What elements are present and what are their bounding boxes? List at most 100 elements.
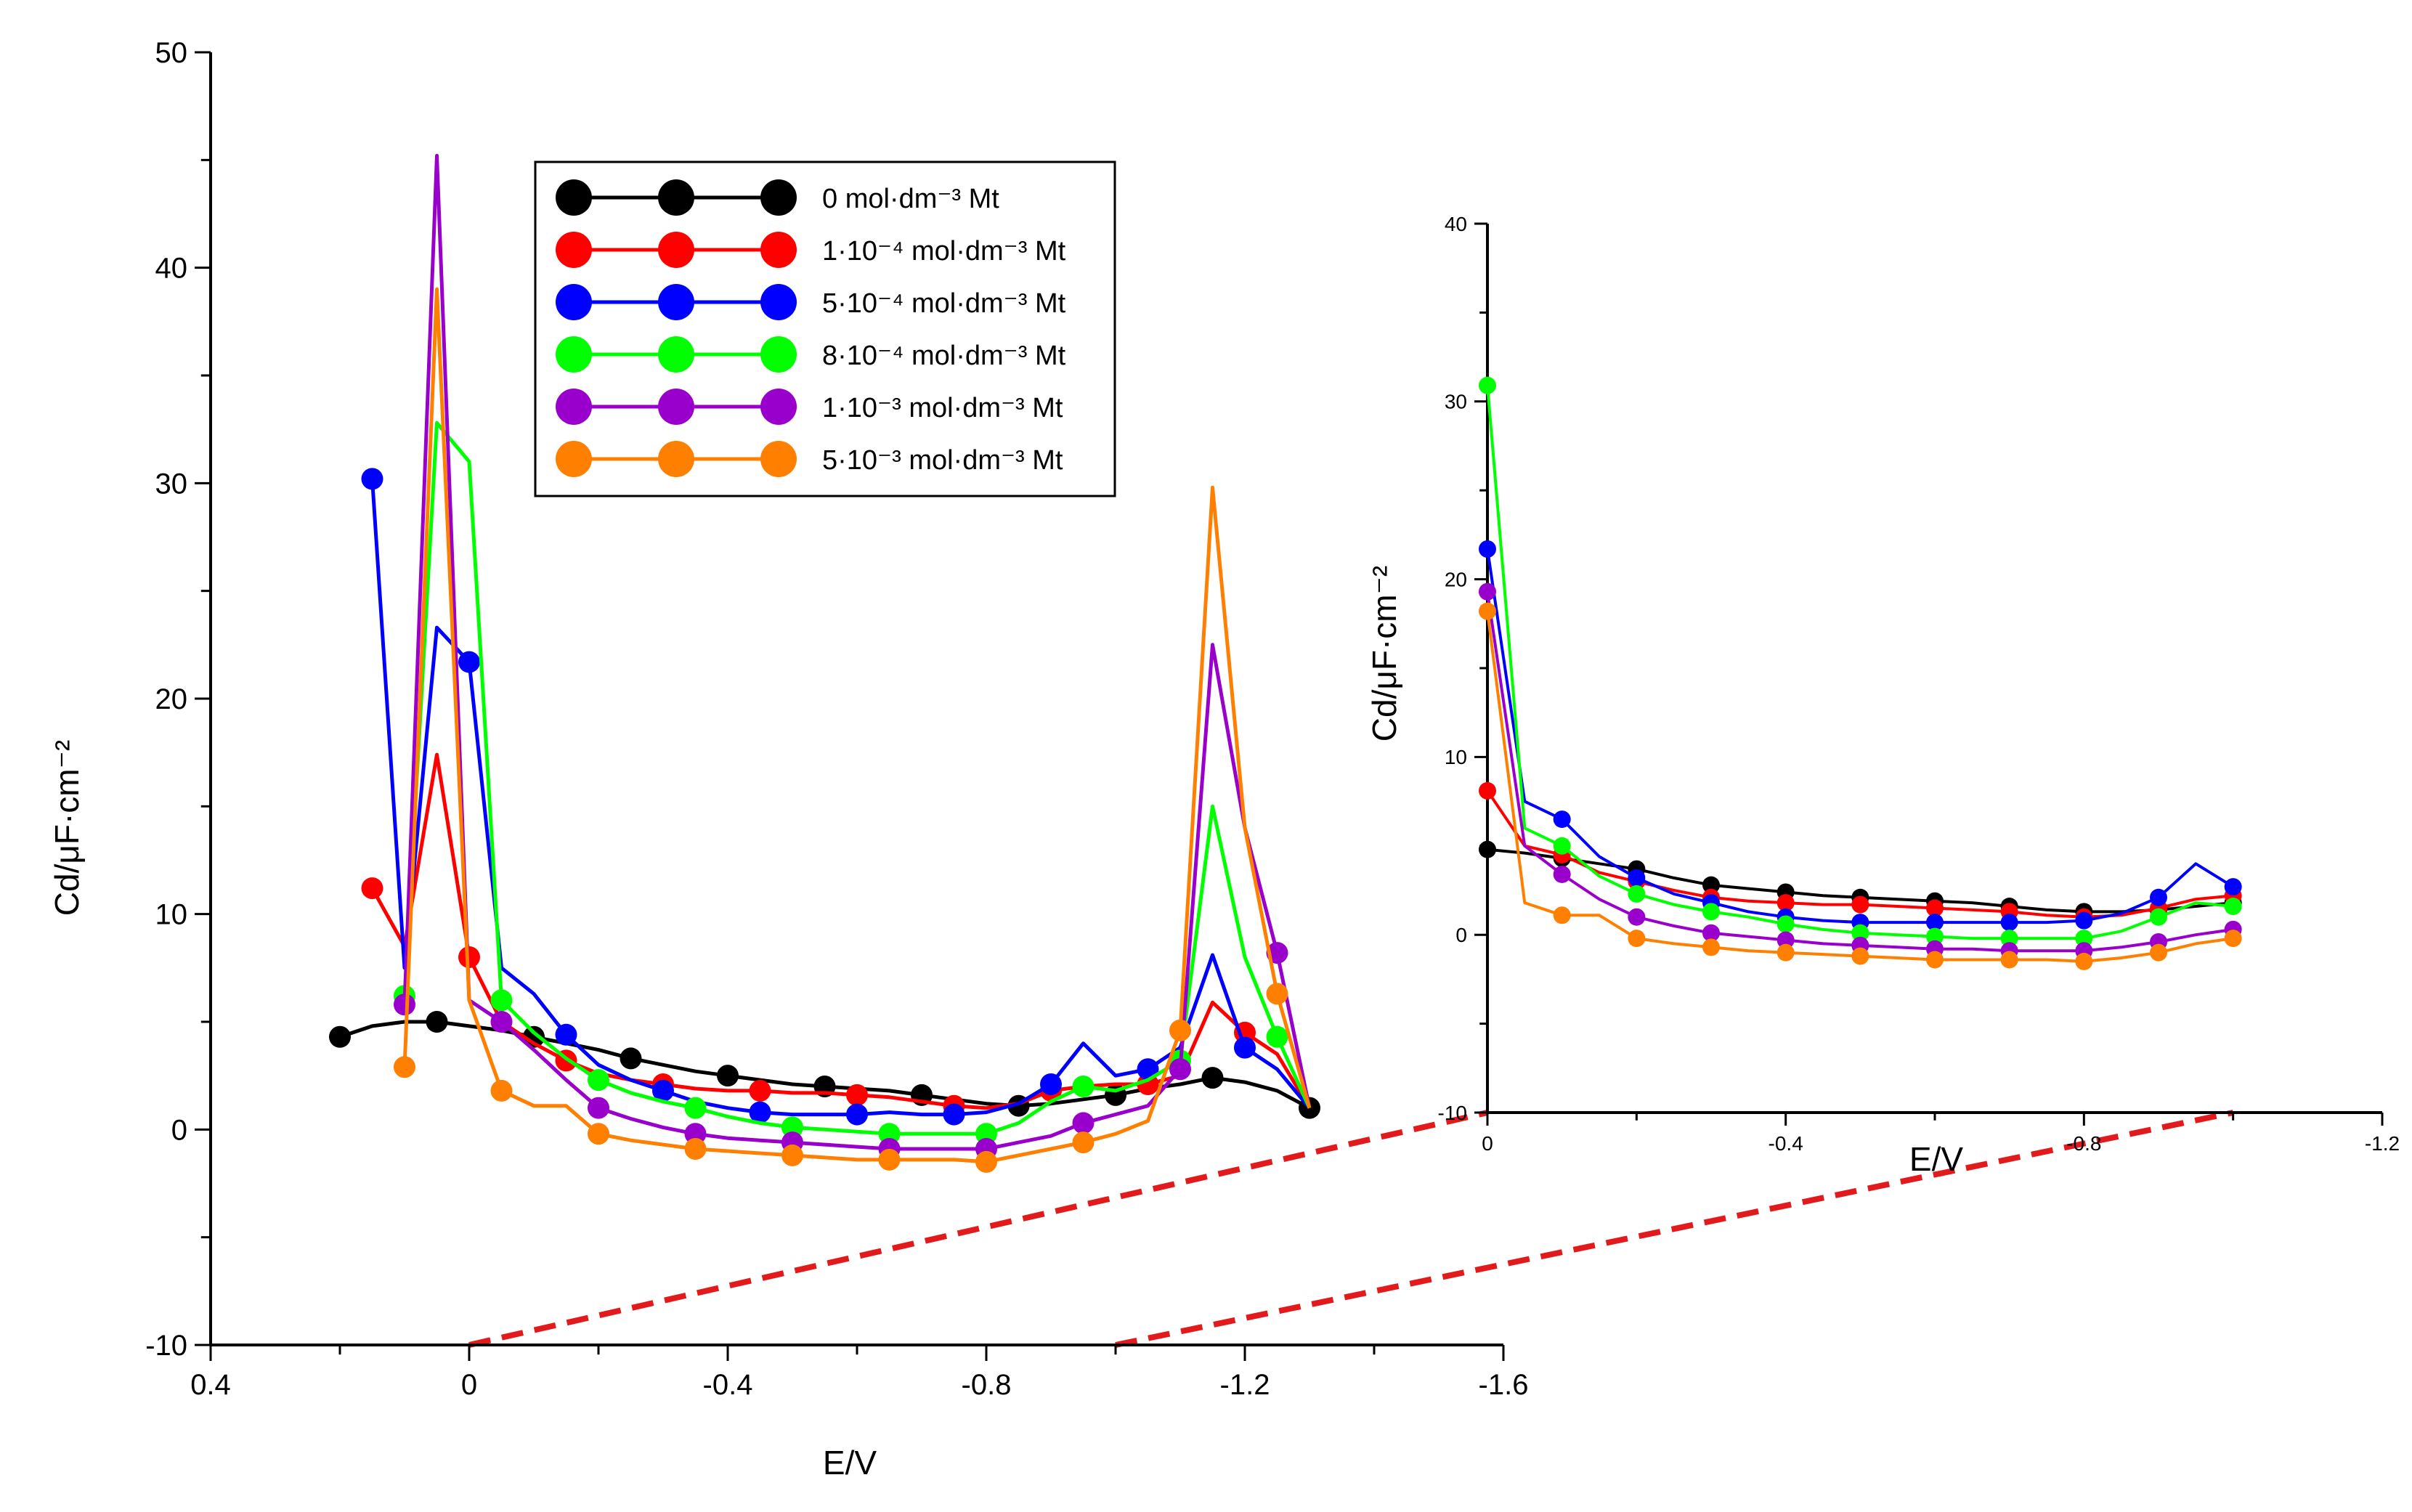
main-x-tick-label: -1.6 (1479, 1369, 1529, 1401)
main-data-point-1e-3 (490, 1011, 513, 1033)
legend-entry: 5·10⁻³ mol·dm⁻³ Mt (556, 441, 1063, 477)
legend-label: 1·10⁻⁴ mol·dm⁻³ Mt (822, 236, 1066, 267)
main-data-point-5e-3 (588, 1123, 609, 1145)
main-data-point-0 (523, 1025, 545, 1048)
main-x-axis-title: E/V (823, 1444, 877, 1481)
legend-marker (760, 389, 797, 425)
legend-label: 8·10⁻⁴ mol·dm⁻³ Mt (822, 341, 1066, 371)
inset-data-point-8e-4 (2224, 898, 2242, 916)
legend-marker (556, 179, 592, 216)
main-x-tick-label: -0.4 (703, 1369, 753, 1401)
inset-data-point-8e-4 (1628, 885, 1646, 903)
inset-x-tick-label: -0.8 (2066, 1132, 2101, 1155)
inset-data-point-1e-3 (1702, 924, 1720, 942)
legend-marker (760, 284, 797, 320)
inset-data-point-1e-3 (1479, 582, 1496, 601)
main-data-point-5e-3 (1072, 1131, 1095, 1154)
inset-data-point-5e-3 (1479, 602, 1496, 620)
zoom-connector-lines (468, 1110, 2234, 1348)
legend-label: 0 mol·dm⁻³ Mt (822, 184, 999, 214)
inset-y-tick-label: 10 (1445, 746, 1467, 768)
legend-entry: 8·10⁻⁴ mol·dm⁻³ Mt (556, 336, 1066, 373)
main-data-point-5e-4 (361, 468, 383, 490)
inset-data-point-8e-4 (2000, 930, 2018, 948)
inset-series-5e-3 (1479, 602, 2242, 970)
legend-entry: 1·10⁻⁴ mol·dm⁻³ Mt (556, 232, 1066, 268)
main-data-point-5e-4 (749, 1101, 771, 1123)
inset-data-point-5e-3 (2150, 943, 2167, 962)
main-data-point-5e-4 (943, 1103, 965, 1126)
inset-data-point-5e-4 (2075, 911, 2093, 930)
main-data-point-5e-3 (684, 1138, 707, 1161)
main-data-point-8e-4 (1072, 1076, 1095, 1097)
inset-data-point-5e-3 (1926, 951, 1944, 969)
main-data-point-5e-3 (975, 1150, 997, 1173)
inset-data-point-5e-4 (1926, 914, 1944, 932)
inset-data-point-5e-3 (1702, 938, 1720, 956)
legend-marker (658, 389, 694, 425)
inset-data-point-8e-4 (2075, 930, 2093, 948)
main-data-point-8e-4 (781, 1116, 803, 1139)
main-data-point-8e-4 (1266, 1025, 1288, 1048)
main-series-line-8e-4 (402, 420, 1312, 1136)
legend-entry: 1·10⁻³ mol·dm⁻³ Mt (556, 389, 1063, 425)
inset-x-tick-label: -1.2 (2365, 1132, 2400, 1155)
main-data-point-5e-4 (1234, 1036, 1256, 1059)
legend-marker (658, 284, 694, 320)
main-data-point-1e-4 (361, 877, 383, 900)
main-data-point-8e-4 (684, 1097, 707, 1119)
legend-marker (556, 389, 592, 425)
main-data-point-0 (1201, 1067, 1224, 1089)
main-data-point-0 (426, 1011, 448, 1033)
inset-y-tick-label: 0 (1455, 924, 1467, 946)
inset-x-tick-label: 0 (1482, 1132, 1493, 1155)
inset-data-point-8e-4 (1776, 915, 1795, 933)
main-data-point-5e-4 (846, 1103, 868, 1126)
legend-marker (556, 284, 592, 320)
inset-data-point-5e-3 (2224, 930, 2242, 948)
main-y-tick-label: 10 (155, 899, 188, 931)
inset-data-point-1e-4 (1479, 781, 1496, 800)
main-series-5e-3 (394, 287, 1312, 1173)
connector-line-right (1115, 1110, 2234, 1348)
main-data-point-1e-3 (684, 1123, 707, 1145)
inset-data-point-5e-3 (1776, 943, 1795, 962)
inset-data-point-5e-3 (1553, 906, 1571, 924)
main-data-point-1e-3 (1072, 1112, 1095, 1134)
main-series-5e-4 (361, 468, 1311, 1126)
legend-marker (658, 441, 694, 477)
main-data-point-8e-4 (975, 1123, 997, 1145)
inset-data-point-8e-4 (1926, 927, 1944, 946)
inset-y-tick-label: 30 (1445, 391, 1467, 413)
main-x-tick-label: 0.4 (190, 1369, 231, 1401)
legend-marker (556, 232, 592, 268)
main-data-point-5e-4 (555, 1023, 577, 1046)
legend-entry: 0 mol·dm⁻³ Mt (556, 179, 999, 216)
legend-marker (760, 441, 797, 477)
main-data-point-1e-4 (1137, 1073, 1159, 1096)
inset-data-point-5e-3 (2075, 952, 2093, 970)
main-y-tick-label: 40 (155, 253, 188, 285)
inset-data-point-0 (1479, 840, 1496, 858)
inset-data-point-5e-3 (1851, 947, 1869, 965)
main-x-tick-label: -0.8 (962, 1369, 1012, 1401)
main-data-point-5e-3 (781, 1144, 803, 1166)
inset-data-point-8e-4 (1479, 376, 1496, 394)
main-data-point-8e-4 (878, 1123, 901, 1145)
main-data-point-0 (717, 1065, 739, 1087)
inset-y-axis-title: Cd/μF·cm⁻² (1365, 566, 1403, 741)
main-data-point-1e-4 (749, 1079, 771, 1102)
inset-series-line-5e-4 (1486, 548, 2234, 924)
inset-data-point-8e-4 (1851, 924, 1869, 942)
inset-data-point-8e-4 (2150, 908, 2167, 926)
inset-data-point-0 (1702, 876, 1720, 894)
inset-data-point-1e-3 (1628, 908, 1646, 926)
main-data-point-5e-3 (394, 1056, 415, 1078)
main-data-point-5e-3 (490, 1079, 513, 1102)
inset-y-tick-label: -10 (1438, 1102, 1467, 1124)
inset-series-1e-4 (1479, 781, 2242, 926)
inset-series-5e-4 (1479, 540, 2242, 932)
legend-marker (760, 336, 797, 373)
legend-box (534, 160, 1116, 497)
inset-data-point-1e-4 (1776, 894, 1795, 912)
